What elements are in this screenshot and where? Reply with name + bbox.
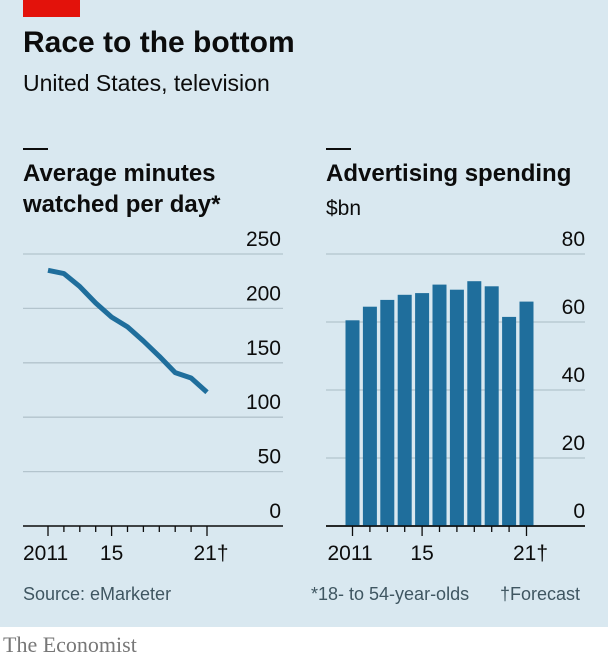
- spending-bar: [362, 306, 377, 526]
- spending-bar: [502, 316, 517, 526]
- brand-wordmark: The Economist: [3, 632, 137, 657]
- minutes-y-tick-label: 150: [246, 337, 281, 360]
- right-chart-title: Advertising spending: [326, 160, 572, 187]
- spending-y-tick-label: 60: [562, 296, 585, 319]
- spending-bar: [415, 293, 430, 526]
- spending-x-tick-label: 15: [410, 542, 433, 565]
- economist-red-tag: [23, 0, 80, 17]
- minutes-y-tick-label: 100: [246, 391, 281, 414]
- spending-y-tick-label: 80: [562, 228, 585, 251]
- source-note: Source: eMarketer: [23, 584, 172, 604]
- minutes-x-tick-label: 2011: [23, 542, 68, 565]
- spending-y-tick-label: 0: [573, 500, 585, 523]
- age-footnote: *18- to 54-year-olds: [311, 584, 470, 604]
- spending-bar: [467, 281, 482, 526]
- page-subtitle: United States, television: [23, 70, 270, 96]
- minutes-y-tick-label: 250: [246, 228, 281, 251]
- page-title: Race to the bottom: [23, 26, 295, 59]
- ad-spending-bar-chart: 0 20 40 60 80 2011 15 21†: [326, 228, 585, 565]
- spending-x-tick-label: 21†: [513, 542, 548, 565]
- spending-bar: [484, 286, 499, 526]
- minutes-x-tick-label: 15: [100, 542, 123, 565]
- right-chart-rule: [326, 148, 351, 150]
- minutes-y-tick-label: 200: [246, 282, 281, 305]
- spending-bar: [345, 320, 360, 526]
- minutes-x-tick-label: 21†: [193, 542, 228, 565]
- left-chart-rule: [23, 148, 48, 150]
- spending-bar: [519, 301, 534, 526]
- right-chart-unit: $bn: [326, 197, 362, 220]
- forecast-footnote: †Forecast: [500, 584, 581, 604]
- minutes-series-line: [47, 267, 209, 395]
- spending-bar: [397, 294, 412, 526]
- minutes-y-tick-label: 0: [269, 500, 281, 523]
- spending-x-tick-label: 2011: [328, 542, 373, 565]
- left-chart-title: Average minutes watched per day*: [23, 160, 221, 218]
- spending-bar: [380, 299, 395, 526]
- spending-bar: [449, 289, 464, 526]
- minutes-line-chart: 0 50 100 150 200 250 2011 15 21†: [23, 228, 283, 565]
- spending-y-tick-label: 20: [562, 432, 585, 455]
- minutes-y-tick-label: 50: [258, 446, 281, 469]
- charts-svg: 0 50 100 150 200 250 2011 15 21† 0 20 40 60 80 2011 15…: [23, 228, 585, 565]
- spending-y-tick-label: 40: [562, 364, 585, 387]
- spending-bar: [432, 284, 447, 526]
